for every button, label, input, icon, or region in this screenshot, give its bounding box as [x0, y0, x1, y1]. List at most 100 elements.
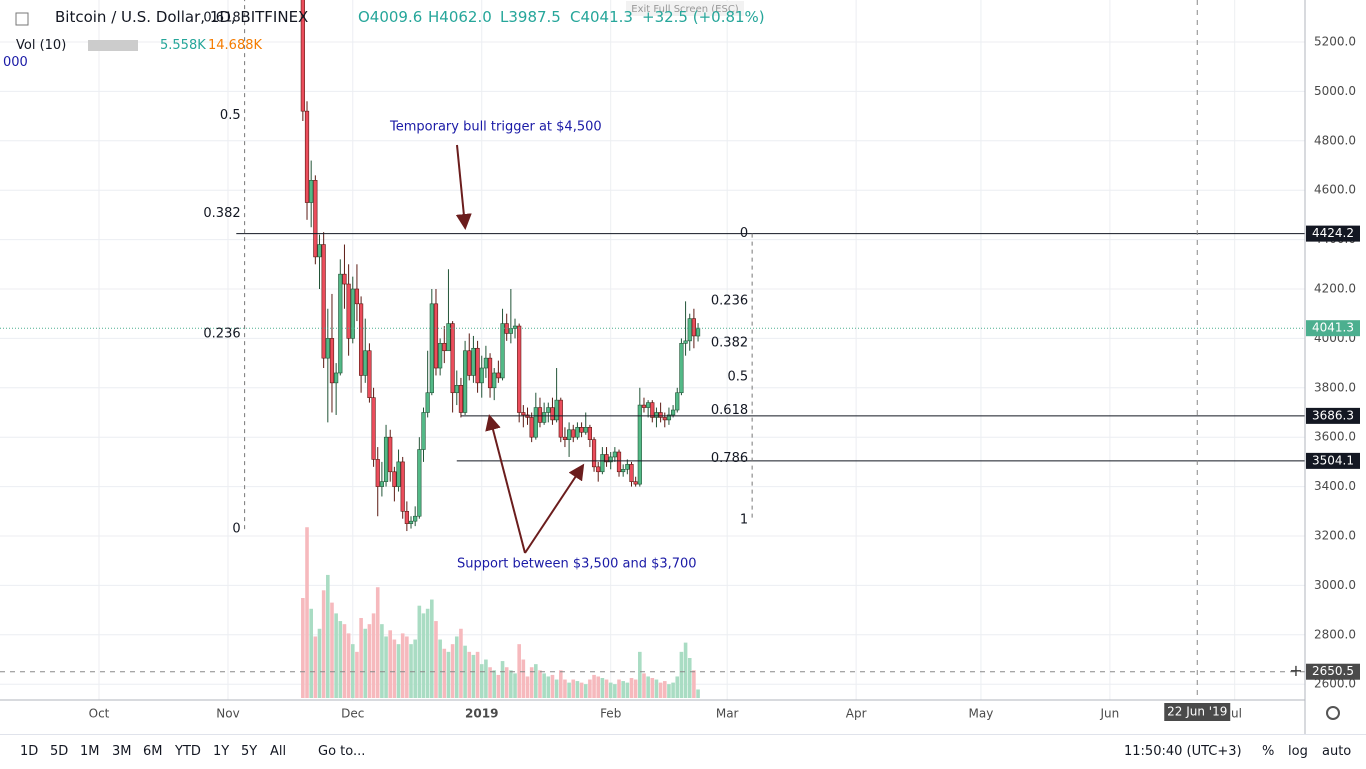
- volume-bar: [400, 633, 405, 698]
- scale-option[interactable]: %: [1262, 744, 1275, 759]
- volume-bar: [421, 613, 426, 698]
- volume-bar: [384, 636, 388, 698]
- volume-bar: [371, 613, 376, 698]
- candle-body: [458, 385, 464, 413]
- volume-bar: [638, 651, 642, 698]
- y-tick-label: 3600.0: [1314, 430, 1356, 444]
- candle-body: [600, 454, 605, 473]
- volume-bar: [321, 590, 326, 698]
- candle-body: [658, 412, 663, 418]
- volume-bar: [654, 679, 659, 698]
- scale-option[interactable]: auto: [1322, 744, 1352, 759]
- candle-body: [354, 288, 360, 305]
- volume-bar: [504, 667, 509, 698]
- x-tick-label: Oct: [89, 707, 110, 721]
- range-button[interactable]: 1M: [80, 744, 100, 759]
- volume-bar: [479, 664, 484, 698]
- candle-body: [662, 417, 667, 421]
- candle-body: [338, 273, 343, 374]
- x-tick-label: Jun: [1100, 707, 1120, 721]
- price-line-label: 3686.3: [1312, 408, 1354, 422]
- fib-level-label: 0: [232, 522, 240, 537]
- x-tick-label: 2019: [465, 707, 498, 721]
- candle-body: [641, 404, 647, 408]
- goto[interactable]: Go to...: [318, 744, 366, 759]
- volume-bar: [309, 608, 313, 698]
- candle-body: [566, 429, 572, 440]
- indicator-icons[interactable]: [88, 40, 138, 51]
- volume-bar: [305, 527, 309, 698]
- arrow: [485, 414, 526, 554]
- volume-bar: [571, 679, 576, 698]
- collapse-icon[interactable]: [15, 12, 29, 26]
- candle-body: [608, 456, 613, 463]
- candle-body: [575, 427, 580, 438]
- range-button[interactable]: YTD: [175, 744, 201, 759]
- volume-bar: [521, 659, 526, 698]
- candle-body: [300, 0, 305, 112]
- range-button[interactable]: All: [270, 744, 287, 759]
- volume-bar: [600, 678, 605, 698]
- y-tick-label: 5200.0: [1314, 34, 1356, 48]
- volume-bar: [317, 628, 322, 698]
- exit-fullscreen[interactable]: Exit Full Screen (ESC): [631, 4, 739, 15]
- range-button[interactable]: 1Y: [213, 744, 230, 759]
- fib-level-label: 1: [740, 512, 748, 527]
- y-tick-label: 5000.0: [1314, 84, 1356, 98]
- volume-value: 5.558K: [160, 38, 206, 53]
- volume-bar: [301, 598, 305, 698]
- volume-bar: [646, 676, 650, 698]
- exit-fullscreen-bg[interactable]: [626, 1, 744, 16]
- candle-body: [604, 454, 609, 463]
- ohlc-high: H4062.0: [428, 8, 492, 26]
- range-button[interactable]: 5Y: [241, 744, 258, 759]
- volume-bar: [488, 667, 492, 698]
- fib-level-label: 0.5: [220, 108, 241, 123]
- settings-icon[interactable]: [1326, 706, 1340, 720]
- y-tick-label: 3000.0: [1314, 578, 1356, 592]
- volume-bar: [380, 624, 384, 698]
- volume-bar: [367, 624, 372, 698]
- volume-label[interactable]: Vol (10): [16, 38, 67, 53]
- range-button[interactable]: 3M: [112, 744, 132, 759]
- volume-bar: [338, 621, 343, 698]
- price-line-label-bg: [1306, 452, 1360, 469]
- candle-body: [496, 372, 501, 379]
- volume-bar: [413, 639, 417, 698]
- range-button[interactable]: 5D: [50, 744, 69, 759]
- candle-body: [675, 392, 680, 411]
- candle-body: [371, 397, 376, 460]
- candle-body: [479, 367, 484, 384]
- volume-bar: [334, 613, 338, 698]
- candle-body: [554, 399, 559, 421]
- symbol[interactable]: Bitcoin / U.S. Dollar, 1D, BITFINEX: [55, 8, 309, 26]
- volume-bar: [442, 648, 447, 698]
- range-button[interactable]: 6M: [143, 744, 163, 759]
- volume-bar: [350, 644, 355, 698]
- crosshair-date-bg: [1164, 703, 1231, 721]
- arrow: [455, 144, 472, 230]
- volume-bar: [409, 644, 413, 698]
- candle-body: [334, 372, 339, 384]
- candle-body: [542, 412, 547, 423]
- volume-bar: [567, 682, 571, 698]
- candle-body: [462, 350, 468, 413]
- candle-body: [691, 318, 696, 337]
- price-line-label-bg: [1306, 407, 1360, 424]
- x-tick-label: Nov: [216, 707, 239, 721]
- x-tick-label: Mar: [716, 707, 739, 721]
- candle-body: [383, 436, 389, 482]
- volume-bar: [355, 651, 359, 698]
- candle-body: [695, 327, 701, 337]
- volume-bar: [683, 642, 688, 698]
- annotation: Temporary bull trigger at $4,500: [389, 120, 602, 135]
- fib-level-label: 0.5: [727, 369, 748, 384]
- volume-bar: [563, 679, 567, 698]
- price-line-label-bg: [1306, 225, 1360, 242]
- y-tick-label: 2600.0: [1314, 677, 1356, 691]
- candle-body: [325, 338, 330, 359]
- range-button[interactable]: 1D: [20, 744, 39, 759]
- scale-option[interactable]: log: [1288, 744, 1308, 759]
- volume-bar: [667, 684, 671, 698]
